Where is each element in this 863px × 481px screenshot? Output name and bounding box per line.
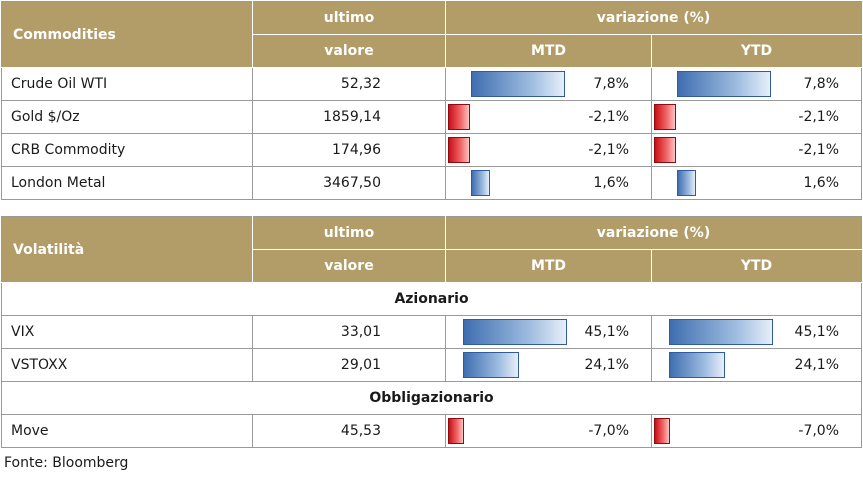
ytd-bar [677,170,697,196]
ytd-pct: -2,1% [798,142,840,158]
mtd-pct: -2,1% [588,142,629,158]
row-value: 33,01 [252,315,446,349]
commodities-table: Commodities ultimo variazione (%) valore… [1,1,863,200]
mtd-bar [471,170,491,196]
ytd-cell: -2,1% [650,100,863,134]
ytd-bar [654,137,676,163]
mtd-cell: 45,1% [445,315,652,349]
col-ytd-header: YTD [650,34,863,68]
mtd-pct: 1,6% [593,175,629,191]
ytd-cell: 7,8% [650,67,863,101]
volatility-title: Volatilità [1,216,253,283]
row-name: CRB Commodity [1,133,253,167]
section-bond: Obbligazionario [0,381,863,415]
mtd-pct: -7,0% [588,423,629,439]
table-row: Gold $/Oz 1859,14 -2,1% -2,1% [1,100,863,134]
source-note: Fonte: Bloomberg [4,455,129,471]
row-value: 174,96 [252,133,446,167]
table-row: VIX 33,01 45,1% 45,1% [1,315,863,349]
col-mtd-header: MTD [445,34,652,68]
ytd-bar [677,71,771,97]
ytd-pct: -7,0% [798,423,840,439]
commodities-rows: Crude Oil WTI 52,32 7,8% 7,8% Gold $/Oz 1859,… [1,67,863,200]
ytd-pct: -2,1% [798,109,840,125]
mtd-bar [471,71,565,97]
ytd-bar [669,352,725,378]
ytd-bar [654,418,670,444]
ytd-cell: 1,6% [650,166,863,200]
volatility-table: Volatilità ultimo variazione (%) valore … [0,216,863,448]
mtd-cell: -2,1% [445,100,652,134]
bond-rows: Move 45,53 -7,0% -7,0% [1,414,863,448]
ytd-bar [669,319,773,345]
mtd-cell: 1,6% [445,166,652,200]
row-name: London Metal [1,166,253,200]
section-equity: Azionario [0,282,863,316]
col-mtd-header: MTD [445,249,652,283]
ytd-bar [654,104,676,130]
row-value: 52,32 [252,67,446,101]
ytd-cell: -2,1% [650,133,863,167]
col-ytd-header: YTD [650,249,863,283]
col-last-header-1: ultimo [252,216,446,250]
table-row: CRB Commodity 174,96 -2,1% -2,1% [1,133,863,167]
col-var-header: variazione (%) [444,216,863,250]
row-name: Move [1,414,253,448]
mtd-bar [448,104,470,130]
table-row: Move 45,53 -7,0% -7,0% [1,414,863,448]
mtd-pct: 45,1% [584,324,629,340]
row-value: 45,53 [252,414,446,448]
mtd-bar [463,319,567,345]
mtd-bar [448,418,464,444]
mtd-bar [463,352,519,378]
mtd-cell: -2,1% [445,133,652,167]
commodities-title: Commodities [1,1,253,68]
equity-rows: VIX 33,01 45,1% 45,1% VSTOXX 29,01 24,1% 24,1% [1,315,863,382]
col-last-header-1: ultimo [252,1,446,35]
col-last-header-2: valore [252,34,446,68]
mtd-pct: -2,1% [588,109,629,125]
mtd-pct: 7,8% [593,76,629,92]
row-value: 29,01 [252,348,446,382]
ytd-pct: 7,8% [803,76,840,92]
row-value: 1859,14 [252,100,446,134]
col-last-header-2: valore [252,249,446,283]
table-row: London Metal 3467,50 1,6% 1,6% [1,166,863,200]
mtd-cell: 24,1% [445,348,652,382]
table-row: Crude Oil WTI 52,32 7,8% 7,8% [1,67,863,101]
mtd-cell: 7,8% [445,67,652,101]
ytd-cell: 24,1% [650,348,863,382]
mtd-pct: 24,1% [584,357,629,373]
ytd-cell: -7,0% [650,414,863,448]
table-row: VSTOXX 29,01 24,1% 24,1% [1,348,863,382]
row-name: Crude Oil WTI [1,67,253,101]
ytd-cell: 45,1% [650,315,863,349]
col-var-header: variazione (%) [444,1,863,35]
ytd-pct: 24,1% [794,357,840,373]
ytd-pct: 45,1% [794,324,840,340]
row-name: Gold $/Oz [1,100,253,134]
mtd-cell: -7,0% [445,414,652,448]
row-name: VSTOXX [1,348,253,382]
ytd-pct: 1,6% [803,175,840,191]
row-name: VIX [1,315,253,349]
mtd-bar [448,137,470,163]
row-value: 3467,50 [252,166,446,200]
